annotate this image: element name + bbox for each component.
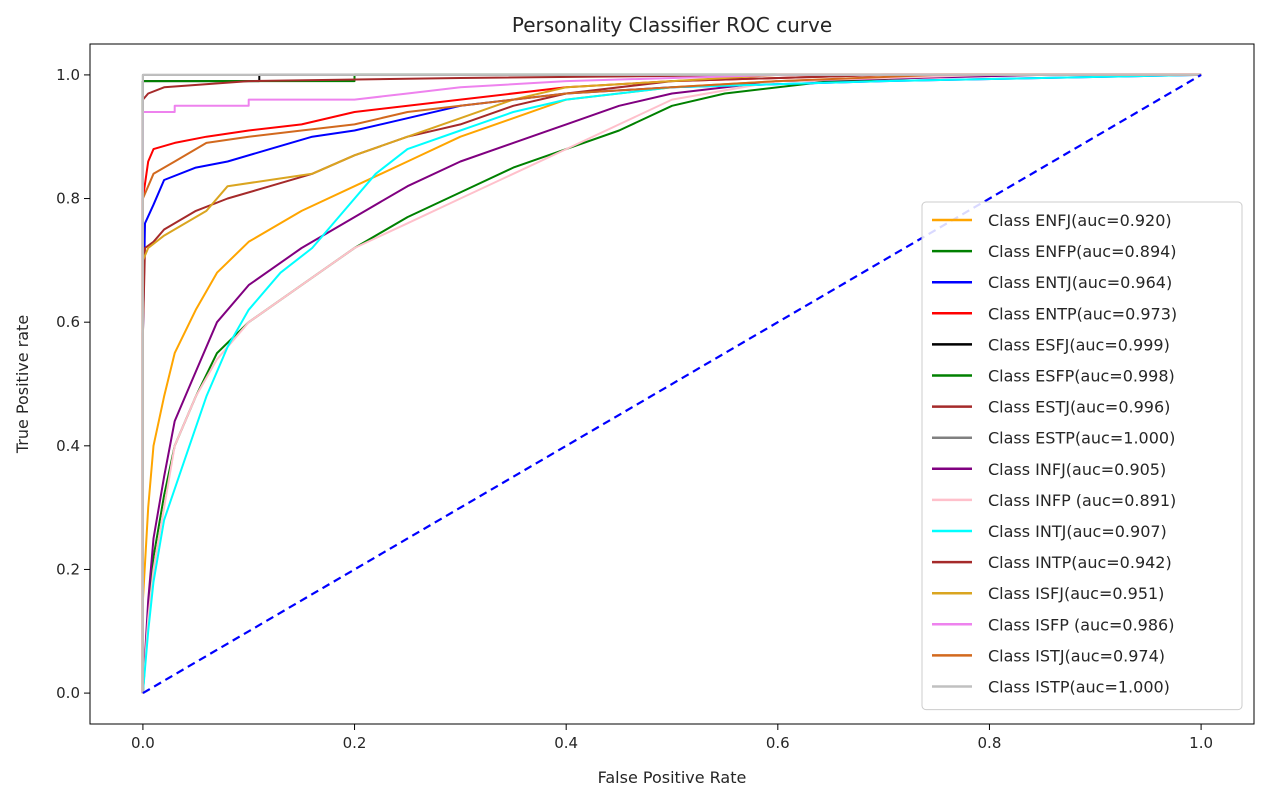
y-tick-label: 0.4 xyxy=(56,437,80,455)
legend-label-0: Class ENFJ(auc=0.920) xyxy=(988,211,1172,230)
x-tick-label: 0.0 xyxy=(131,734,155,752)
series-line-12 xyxy=(141,73,1202,694)
legend-label-4: Class ESFJ(auc=0.999) xyxy=(988,335,1170,354)
legend-label-8: Class INFJ(auc=0.905) xyxy=(988,460,1166,479)
series-line-15 xyxy=(141,73,1202,694)
legend: Class ENFJ(auc=0.920) Class ENFP(auc=0.89… xyxy=(921,201,1243,711)
series-line-13 xyxy=(141,73,1202,694)
series-group xyxy=(141,73,1202,694)
legend-label-2: Class ENTJ(auc=0.964) xyxy=(988,273,1172,292)
x-tick-label: 0.4 xyxy=(554,734,578,752)
legend-label-5: Class ESFP(auc=0.998) xyxy=(988,367,1175,386)
legend-label-11: Class INTP(auc=0.942) xyxy=(988,553,1172,572)
legend-label-13: Class ISFP (auc=0.986) xyxy=(988,615,1174,634)
plot-frame xyxy=(89,43,1255,725)
legend-label-3: Class ENTP(auc=0.973) xyxy=(988,304,1177,323)
legend-label-12: Class ISFJ(auc=0.951) xyxy=(988,584,1164,603)
series-line-9 xyxy=(141,73,1202,694)
y-tick-label: 0.6 xyxy=(56,313,80,331)
y-axis-title: True Positive rate xyxy=(13,315,32,454)
series-line-10 xyxy=(141,73,1202,694)
x-tick-label: 0.2 xyxy=(343,734,367,752)
legend-label-6: Class ESTJ(auc=0.996) xyxy=(988,398,1170,417)
plot-area xyxy=(89,43,1255,725)
x-tick-label: 1.0 xyxy=(1189,734,1213,752)
legend-label-7: Class ESTP(auc=1.000) xyxy=(988,429,1175,448)
x-tick-label: 0.6 xyxy=(766,734,790,752)
y-tick-label: 0.0 xyxy=(56,684,80,702)
series-line-8 xyxy=(141,73,1202,694)
legend-label-15: Class ISTP(auc=1.000) xyxy=(988,678,1170,697)
legend-label-10: Class INTJ(auc=0.907) xyxy=(988,522,1167,541)
chart-title: Personality Classifier ROC curve xyxy=(512,13,832,37)
y-tick-label: 0.8 xyxy=(56,190,80,208)
legend-box xyxy=(921,201,1243,711)
x-axis-title: False Positive Rate xyxy=(598,768,747,787)
x-tick-label: 0.8 xyxy=(978,734,1002,752)
legend-label-1: Class ENFP(auc=0.894) xyxy=(988,242,1177,261)
series-line-1 xyxy=(141,73,1202,694)
x-axis: 0.0 0.2 0.4 0.6 0.8 1.0 xyxy=(131,724,1213,752)
y-tick-label: 0.2 xyxy=(56,560,80,578)
legend-label-14: Class ISTJ(auc=0.974) xyxy=(988,646,1165,665)
reference-diagonal-line xyxy=(142,73,1202,695)
y-tick-label: 1.0 xyxy=(56,66,80,84)
series-line-14 xyxy=(141,73,1202,694)
legend-label-9: Class INFP (auc=0.891) xyxy=(988,491,1176,510)
y-axis: 0.0 0.2 0.4 0.6 0.8 1.0 xyxy=(56,66,90,702)
